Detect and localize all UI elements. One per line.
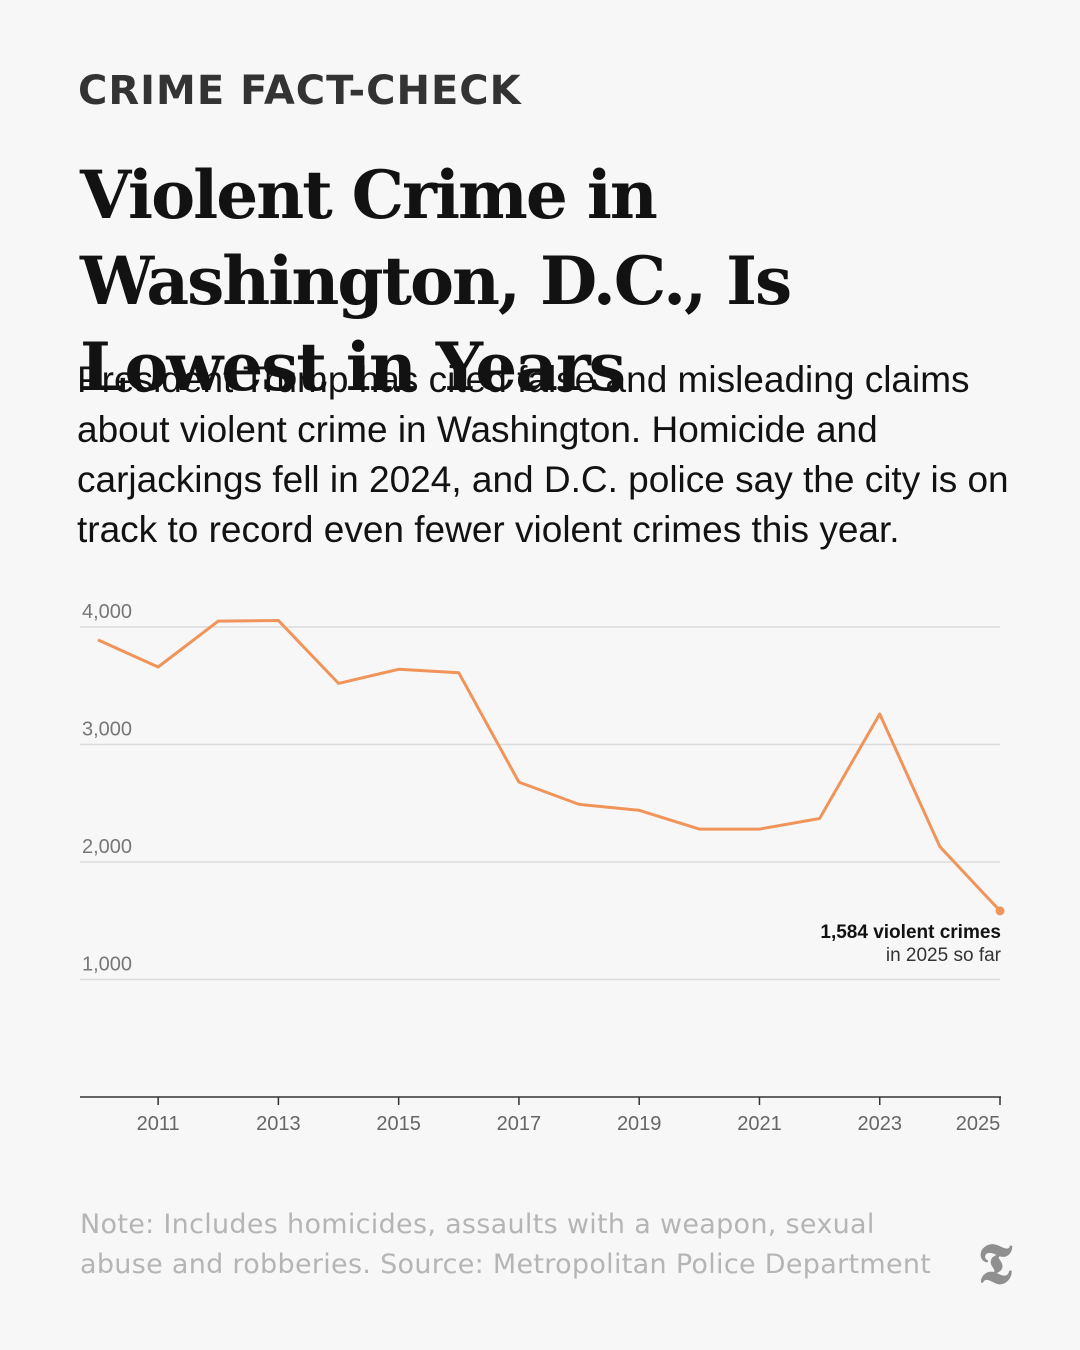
x-tick-label: 2021 <box>737 1113 782 1135</box>
x-tick-label: 2019 <box>617 1113 662 1135</box>
x-tick-label: 2013 <box>256 1113 301 1135</box>
source-note: Note: Includes homicides, assaults with … <box>80 1209 932 1280</box>
x-tick-label: 2015 <box>376 1113 421 1135</box>
y-tick-label: 3,000 <box>82 719 132 741</box>
x-axis-ticks: 2011 2013 2015 2017 2019 2021 2023 2025 <box>137 1097 1001 1135</box>
x-tick-label: 2011 <box>137 1113 180 1135</box>
annotation-value: 1,584 violent crimes <box>820 922 1001 943</box>
x-tick-label: 2017 <box>497 1113 542 1135</box>
x-tick-label: 2023 <box>857 1113 902 1135</box>
headline: Violent Crime in Washington, D.C., Is Lo… <box>80 156 792 406</box>
annotation-label: in 2025 so far <box>886 945 1002 966</box>
x-tick-label: 2025 <box>956 1113 1001 1135</box>
series <box>97 619 1005 916</box>
y-tick-label: 4,000 <box>82 601 132 623</box>
endpoint-marker <box>995 906 1005 916</box>
y-tick-label: 2,000 <box>82 836 132 858</box>
grid-lines <box>80 626 1000 981</box>
y-tick-label: 1,000 <box>82 954 132 976</box>
kicker: CRIME FACT-CHECK <box>78 68 522 114</box>
annotation: 1,584 violent crimes in 2025 so far <box>820 922 1001 966</box>
series-line <box>97 619 1002 912</box>
nyt-t-logo-icon: 𝕿 <box>977 1231 1013 1297</box>
dek: President Trump has cited false and misl… <box>77 359 1009 550</box>
y-axis-ticks: 1,000 2,000 3,000 4,000 <box>82 601 132 976</box>
